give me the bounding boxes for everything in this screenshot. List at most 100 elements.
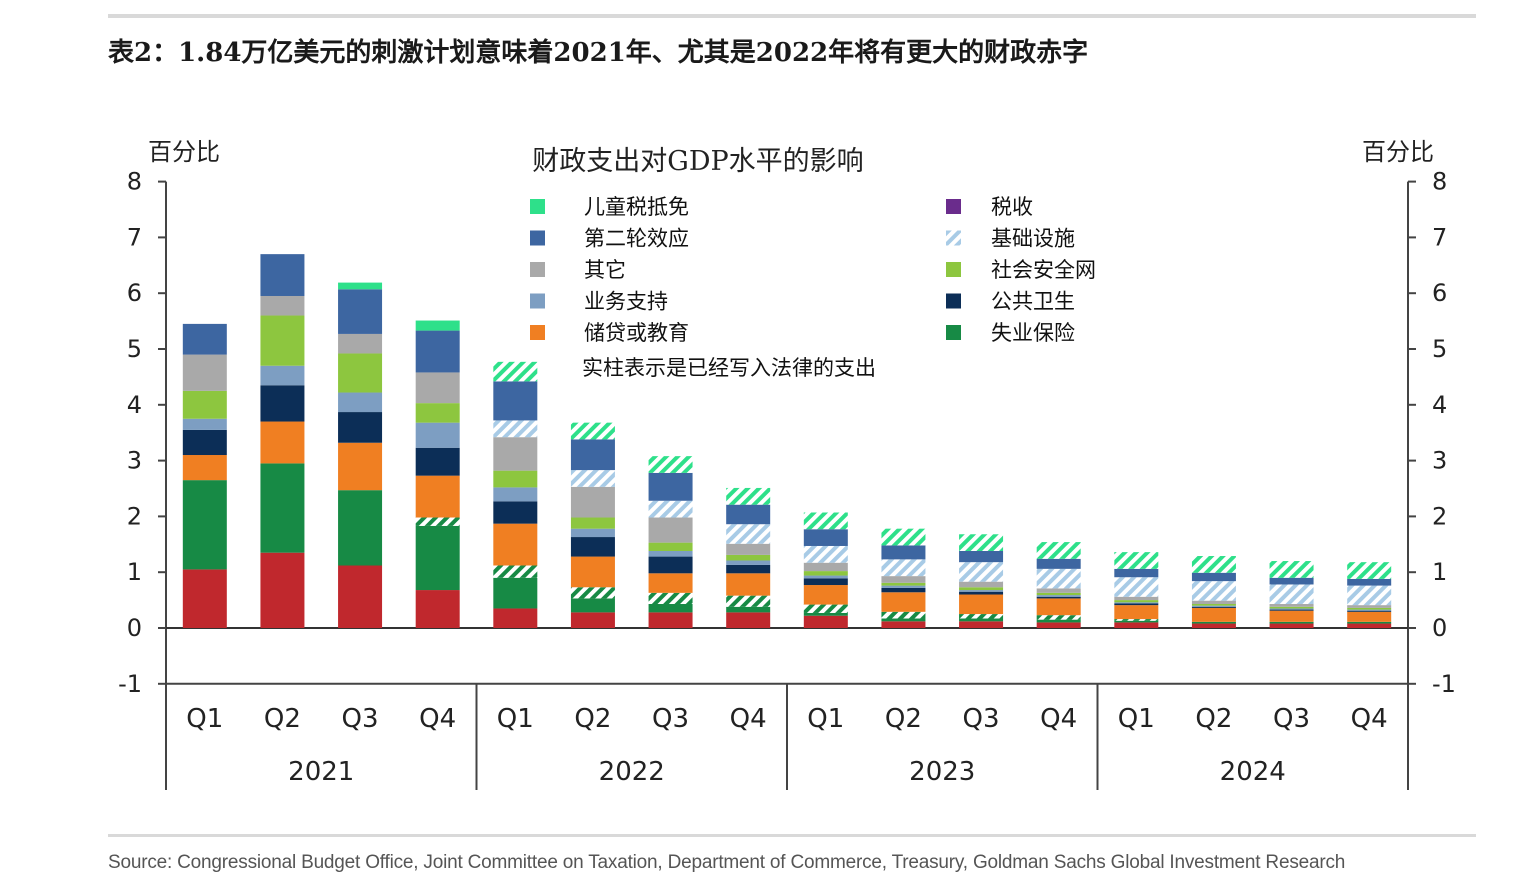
bar-segment-child_tax	[415, 320, 460, 331]
x-tick-label: Q4	[1040, 704, 1077, 734]
legend-label: 业务支持	[584, 290, 668, 314]
legend-label: 儿童税抵免	[584, 195, 689, 219]
bar-segment-safety_net	[338, 353, 383, 393]
bar-segment-other	[803, 562, 848, 572]
bottom-divider	[108, 834, 1476, 837]
bar-segment-public_health	[260, 385, 305, 422]
bar-segment-other	[726, 543, 771, 555]
bar-segment-business	[182, 418, 227, 430]
bar-segment-loans_education	[570, 556, 615, 588]
x-tick-label: Q2	[264, 704, 301, 734]
bar-segment-child_tax	[959, 534, 1004, 551]
bar-segment-unemployment_ins	[1269, 621, 1314, 624]
bar-segment-unemployment_ins	[648, 592, 693, 605]
y-tick-label-right: 6	[1432, 279, 1447, 307]
bar-segment-business	[1114, 602, 1159, 604]
bar-segment-other	[648, 517, 693, 543]
bar-segment-unemployment	[648, 612, 693, 628]
bar-segment-loans_education	[493, 523, 538, 566]
bar-segment-safety_net	[803, 571, 848, 576]
bar-segment-other	[415, 372, 460, 404]
bar-segment-business	[260, 365, 305, 386]
y-tick-label-left: 2	[127, 502, 142, 530]
bar-segment-child_tax	[493, 361, 538, 382]
bar-segment-business	[1269, 608, 1314, 610]
bar-segment-infrastructure	[959, 562, 1004, 582]
legend-label: 社会安全网	[991, 258, 1096, 282]
y-tick-label-left: 5	[127, 335, 142, 363]
bar-segment-unemployment	[726, 612, 771, 628]
bar-segment-loans_education	[648, 573, 693, 593]
bar-segment-second_round	[726, 504, 771, 525]
bar-segment-loans_education	[1269, 610, 1314, 622]
y-tick-label-left: 6	[127, 279, 142, 307]
legend-swatch-tax	[946, 199, 961, 214]
bar-segment-unemployment_ins	[726, 606, 771, 613]
bar-segment-unemployment_ins	[260, 463, 305, 553]
bar-segment-unemployment_ins	[803, 604, 848, 613]
bar-segment-loans_education	[260, 421, 305, 464]
bar-segment-unemployment	[959, 621, 1004, 628]
x-tick-label: Q3	[652, 704, 689, 734]
bar-segment-unemployment_ins	[726, 595, 771, 607]
bar-segment-public_health	[493, 501, 538, 524]
bar-segment-business	[338, 392, 383, 413]
bar-segment-other	[570, 486, 615, 518]
bar-segment-unemployment_ins	[182, 480, 227, 570]
bar-segment-unemployment_ins	[803, 612, 848, 616]
y-axis-title-right: 百分比	[1362, 138, 1434, 166]
bar-segment-second_round	[493, 381, 538, 421]
bar-segment-loans_education	[415, 475, 460, 518]
y-tick-label-right: 3	[1432, 447, 1447, 475]
chart-title: 财政支出对GDP水平的影响	[532, 146, 863, 177]
y-axis-title-left: 百分比	[148, 138, 220, 166]
bar-segment-unemployment	[1347, 623, 1392, 628]
source-note: Source: Congressional Budget Office, Joi…	[108, 852, 1346, 873]
bar-segment-loans_education	[1036, 598, 1081, 616]
bar-segment-unemployment_ins	[1114, 619, 1159, 621]
legend-label: 失业保险	[991, 321, 1075, 345]
y-tick-label-right: 0	[1432, 614, 1447, 642]
legend-label: 税收	[991, 195, 1033, 219]
bar-segment-loans_education	[338, 442, 383, 491]
bar-segment-unemployment	[1269, 623, 1314, 628]
bar-segment-unemployment	[1191, 623, 1236, 628]
bar-segment-child_tax	[648, 456, 693, 473]
x-tick-label: Q1	[1118, 704, 1155, 734]
bar-segment-second_round	[648, 472, 693, 501]
bar-segment-unemployment	[1036, 622, 1081, 628]
y-tick-label-right: 1	[1432, 558, 1447, 586]
bar-segment-public_health	[803, 578, 848, 586]
y-tick-label-left: 1	[127, 558, 142, 586]
bar-segment-infrastructure	[1191, 581, 1236, 601]
bar-segment-safety_net	[881, 582, 926, 586]
bar-segment-unemployment_ins	[570, 587, 615, 599]
bar-segment-business	[570, 528, 615, 538]
bar-segment-loans_education	[959, 594, 1004, 615]
bar-segment-unemployment_ins	[959, 618, 1004, 622]
y-tick-label-right: 8	[1432, 168, 1447, 196]
bar-segment-child_tax	[1347, 562, 1392, 579]
bar-segment-public_health	[570, 537, 615, 557]
x-tick-label: Q1	[186, 704, 223, 734]
bar-segment-business	[648, 550, 693, 557]
y-tick-label-right: -1	[1432, 670, 1456, 698]
bar-segment-child_tax	[803, 512, 848, 530]
bar-segment-business	[493, 487, 538, 502]
bar-segment-infrastructure	[1114, 577, 1159, 597]
bar-segment-second_round	[260, 254, 305, 296]
bar-segment-infrastructure	[881, 559, 926, 577]
bar-segment-infrastructure	[1269, 584, 1314, 605]
bar-segment-public_health	[648, 556, 693, 574]
bar-segment-unemployment	[338, 565, 383, 628]
bar-segment-loans_education	[1114, 605, 1159, 620]
bar-segment-other	[1269, 604, 1314, 607]
x-tick-label: Q3	[342, 704, 379, 734]
bar-segment-safety_net	[648, 542, 693, 551]
legend-label: 第二轮效应	[584, 227, 689, 251]
y-tick-label-right: 5	[1432, 335, 1447, 363]
bar-segment-safety_net	[1347, 607, 1392, 610]
y-tick-label-left: 3	[127, 447, 142, 475]
bar-segment-loans_education	[803, 585, 848, 605]
